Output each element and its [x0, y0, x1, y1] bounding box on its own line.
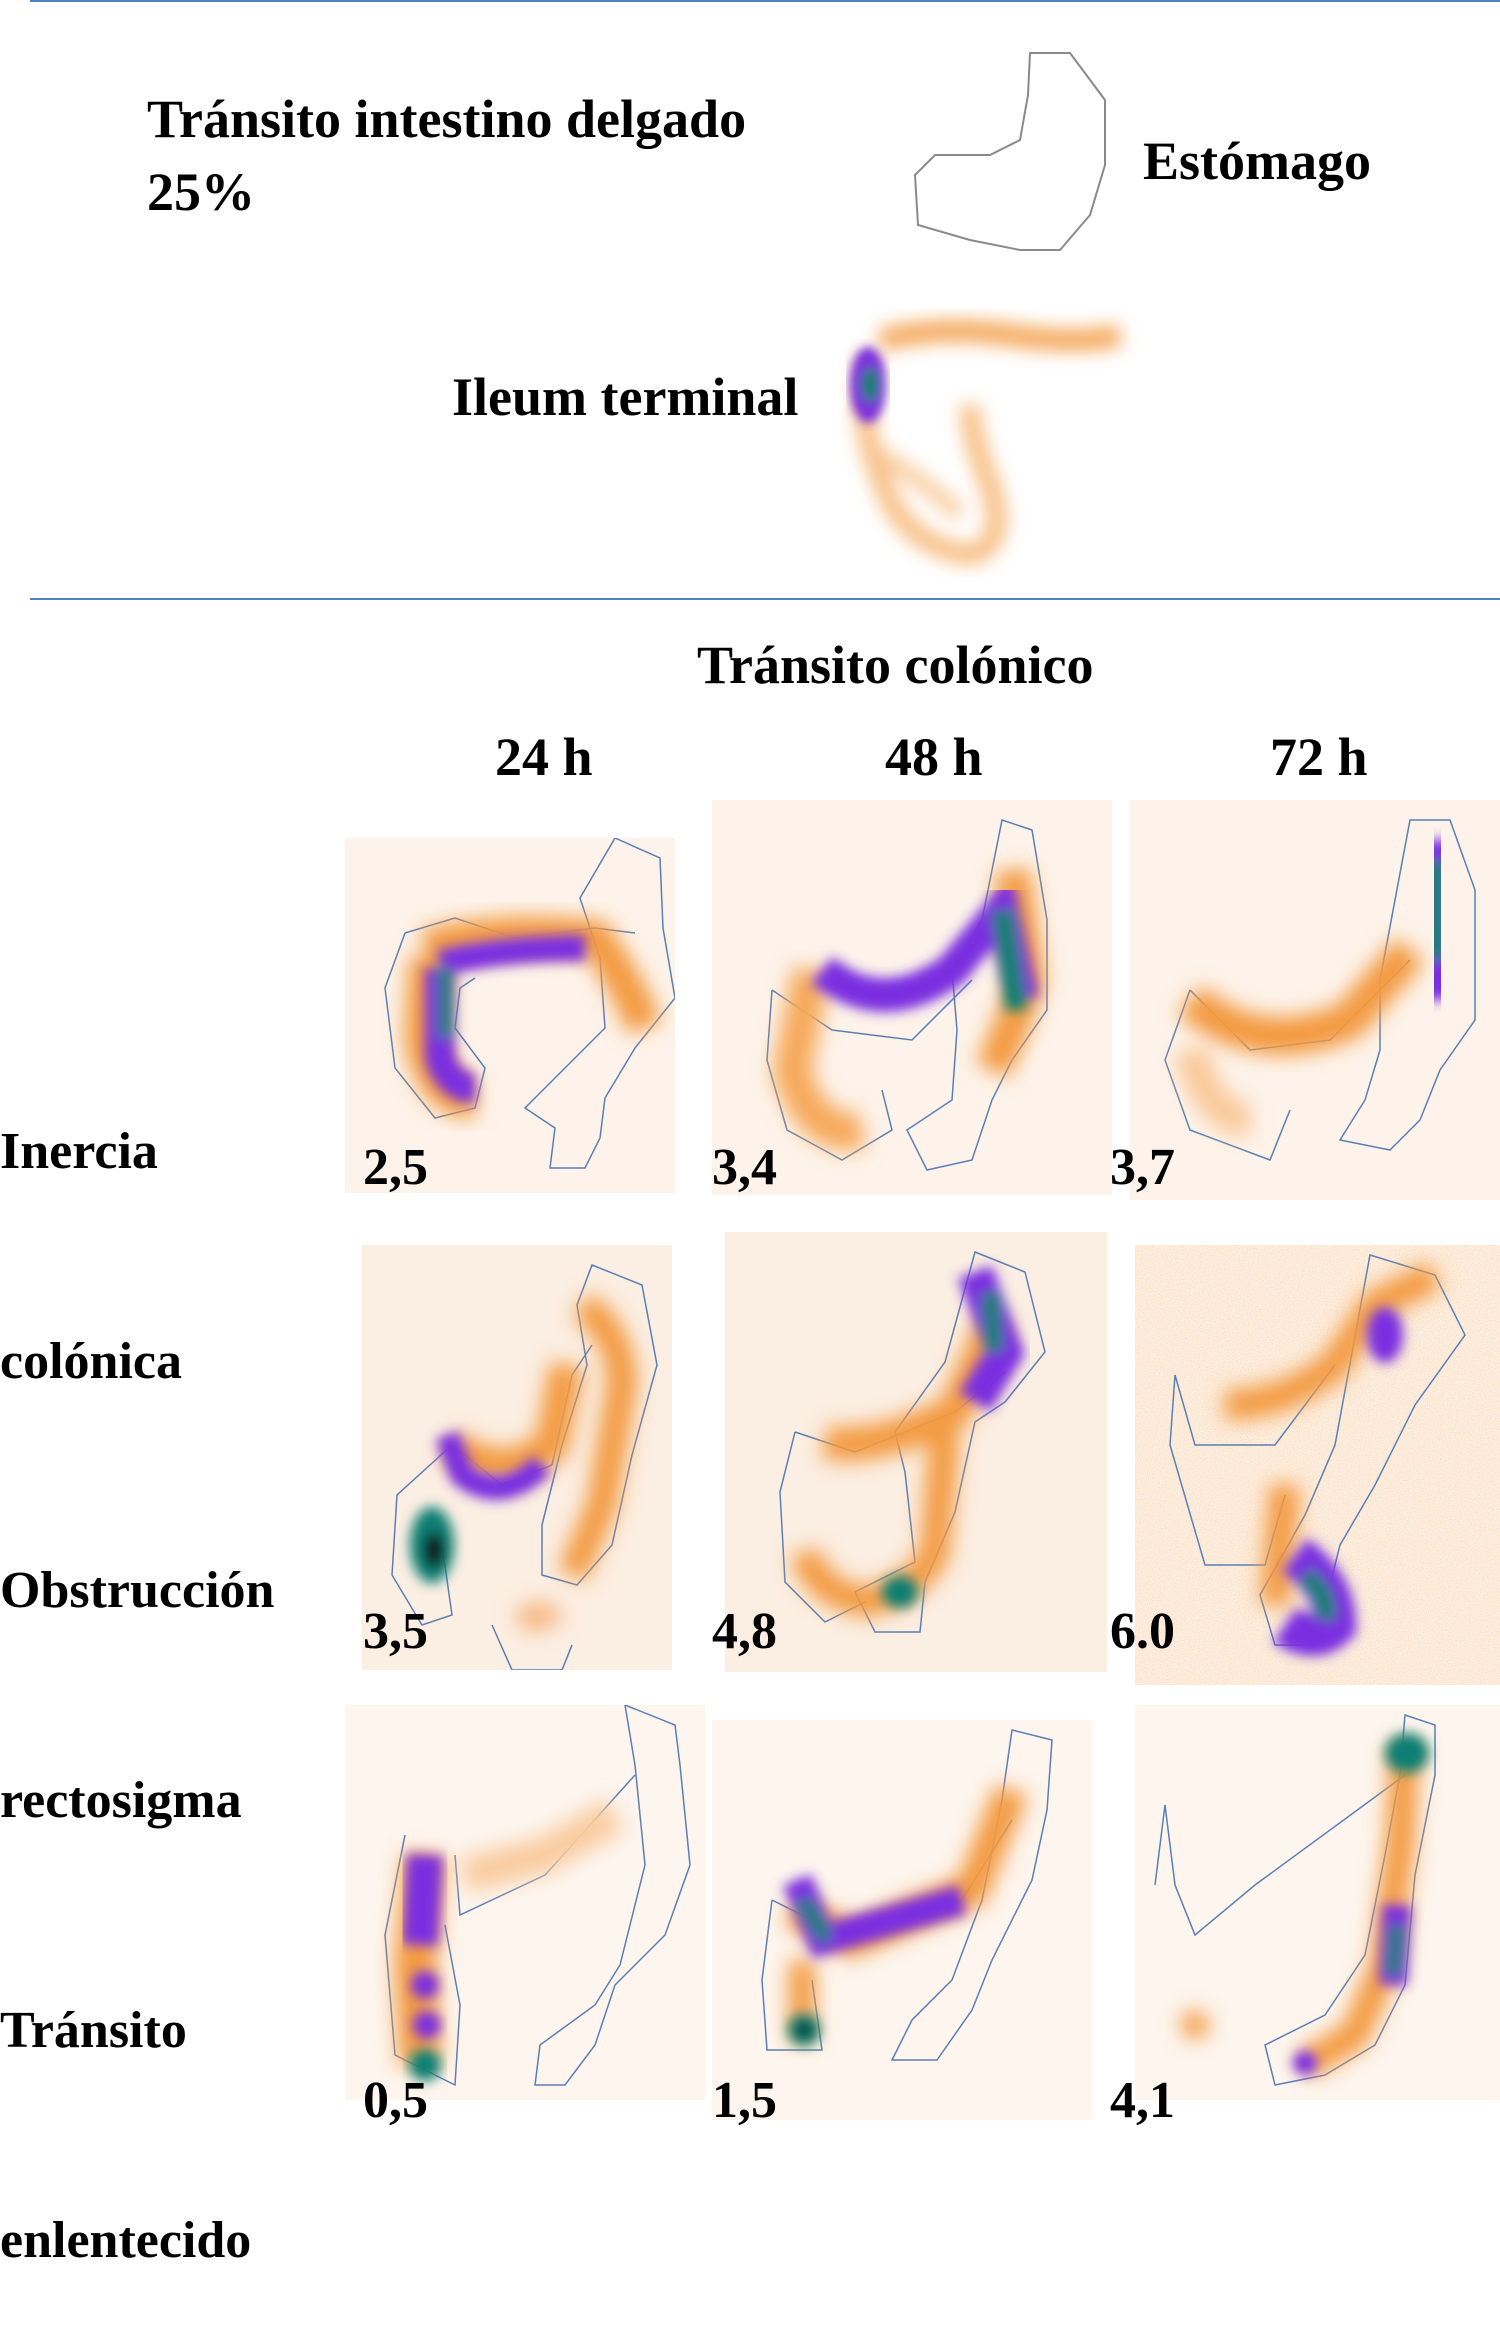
scan-obstruccion-48h [725, 1232, 1107, 1672]
time-label-48h: 48 h [885, 727, 983, 787]
time-label-24h: 24 h [495, 727, 593, 787]
middle-divider [30, 598, 1500, 600]
scan-obstruccion-24h [362, 1245, 672, 1670]
value-inercia-24h: 2,5 [363, 1139, 428, 1196]
value-enlentecido-24h: 0,5 [363, 2072, 428, 2129]
row-label-inercia-line1: Inercia [0, 1123, 158, 1180]
row-label-obstruccion-line2: rectosigma [0, 1772, 242, 1829]
row-label-enlentecido: Tránsito enlentecido [0, 1856, 251, 2346]
small-bowel-scan [850, 320, 1123, 566]
value-enlentecido-72h: 4,1 [1110, 2072, 1175, 2129]
scan-inercia-72h [1130, 800, 1500, 1200]
value-inercia-48h: 3,4 [712, 1139, 777, 1196]
scan-obstruccion-72h [1135, 1245, 1500, 1685]
value-obstruccion-72h: 6.0 [1110, 1603, 1175, 1660]
stomach-label: Estómago [1143, 131, 1371, 191]
ileum-label: Ileum terminal [452, 367, 799, 427]
colonic-transit-heading: Tránsito colónico [697, 635, 1094, 695]
small-bowel-percentage: 25% [147, 162, 255, 222]
row-label-enlentecido-line1: Tránsito [0, 2002, 187, 2059]
value-obstruccion-48h: 4,8 [712, 1603, 777, 1660]
time-label-72h: 72 h [1270, 727, 1368, 787]
scan-inercia-24h [345, 838, 675, 1193]
value-obstruccion-24h: 3,5 [363, 1603, 428, 1660]
row-label-inercia-line2: colónica [0, 1333, 182, 1390]
row-label-enlentecido-line2: enlentecido [0, 2212, 252, 2269]
value-enlentecido-48h: 1,5 [712, 2072, 777, 2129]
scan-enlentecido-24h [345, 1705, 705, 2100]
value-inercia-72h: 3,7 [1110, 1139, 1175, 1196]
scan-enlentecido-72h [1135, 1705, 1500, 2100]
row-label-inercia: Inercia colónica [0, 977, 182, 1467]
scan-enlentecido-48h [712, 1720, 1092, 2120]
top-divider [30, 0, 1500, 2]
row-label-obstruccion-line1: Obstrucción [0, 1562, 275, 1619]
row-label-obstruccion: Obstrucción rectosigma [0, 1416, 274, 1906]
stomach-outline [913, 52, 1106, 251]
small-bowel-title: Tránsito intestino delgado [147, 89, 747, 149]
scan-inercia-48h [712, 800, 1112, 1195]
